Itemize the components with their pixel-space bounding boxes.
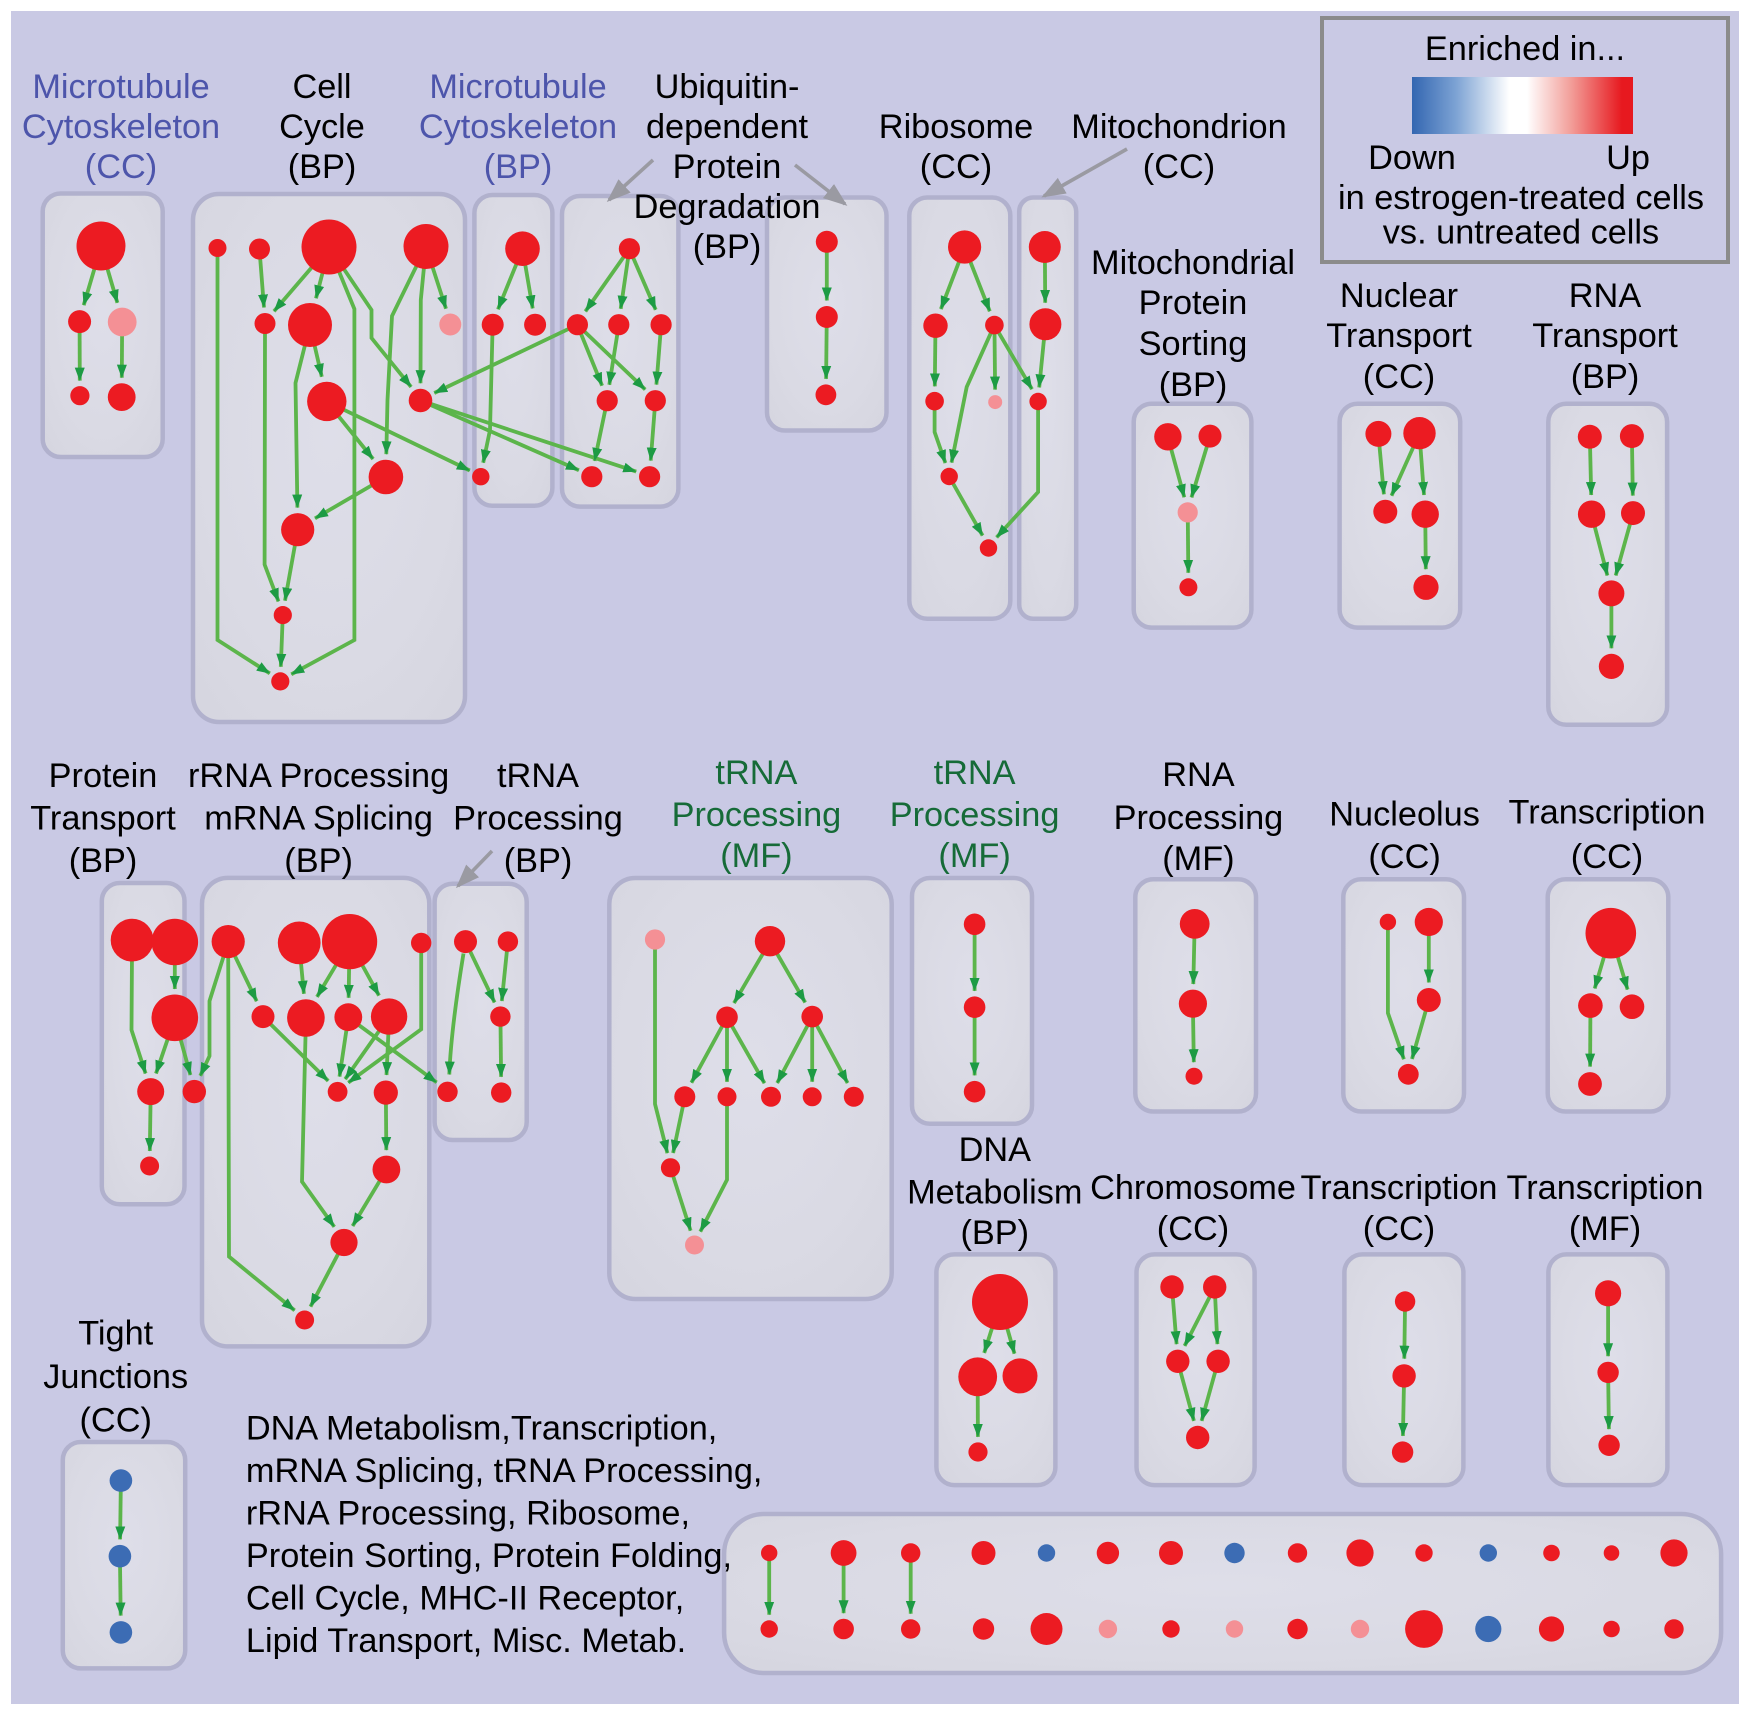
svg-text:Microtubule: Microtubule	[32, 68, 209, 106]
svg-text:(BP): (BP)	[288, 148, 357, 186]
svg-text:(MF): (MF)	[1162, 840, 1234, 878]
svg-text:vs. untreated cells: vs. untreated cells	[1383, 214, 1659, 252]
svg-text:(BP): (BP)	[69, 842, 138, 880]
svg-text:(BP): (BP)	[1571, 358, 1640, 396]
svg-text:Chromosome: Chromosome	[1090, 1169, 1296, 1207]
svg-text:Enriched in...: Enriched in...	[1425, 30, 1625, 68]
svg-text:Lipid Transport, Misc. Metab.: Lipid Transport, Misc. Metab.	[246, 1622, 686, 1660]
svg-text:Nucleolus: Nucleolus	[1329, 795, 1480, 833]
svg-text:Mitochondrion: Mitochondrion	[1071, 108, 1286, 146]
svg-text:Tight: Tight	[78, 1314, 153, 1352]
svg-text:(CC): (CC)	[1571, 838, 1643, 876]
svg-text:Cytoskeleton: Cytoskeleton	[22, 108, 220, 146]
svg-text:(MF): (MF)	[720, 837, 792, 875]
svg-text:Degradation: Degradation	[634, 188, 821, 226]
svg-text:(CC): (CC)	[85, 148, 157, 186]
svg-text:tRNA: tRNA	[934, 754, 1016, 792]
svg-text:DNA: DNA	[959, 1131, 1032, 1169]
svg-text:(BP): (BP)	[284, 842, 353, 880]
svg-text:RNA: RNA	[1162, 756, 1235, 794]
svg-text:Transcription: Transcription	[1507, 1169, 1704, 1207]
svg-text:(MF): (MF)	[938, 837, 1010, 875]
svg-text:Protein: Protein	[673, 148, 782, 186]
svg-text:(BP): (BP)	[693, 228, 762, 266]
svg-text:mRNA Splicing: mRNA Splicing	[204, 800, 433, 838]
svg-text:in estrogen-treated cells: in estrogen-treated cells	[1338, 179, 1704, 217]
svg-text:(BP): (BP)	[961, 1214, 1030, 1252]
svg-text:(CC): (CC)	[1368, 838, 1440, 876]
svg-text:Junctions: Junctions	[43, 1358, 188, 1396]
svg-text:Transcription: Transcription	[1509, 794, 1706, 832]
svg-text:Transport: Transport	[1532, 317, 1678, 355]
svg-text:Sorting: Sorting	[1139, 325, 1248, 363]
svg-text:Transport: Transport	[30, 800, 176, 838]
svg-text:(CC): (CC)	[1157, 1210, 1229, 1248]
svg-text:dependent: dependent	[646, 108, 809, 146]
svg-text:(BP): (BP)	[504, 842, 573, 880]
svg-text:tRNA: tRNA	[497, 757, 579, 795]
svg-text:Cell Cycle, MHC-II Receptor,: Cell Cycle, MHC-II Receptor,	[246, 1580, 684, 1618]
svg-text:(CC): (CC)	[80, 1402, 152, 1440]
svg-text:Transport: Transport	[1326, 317, 1472, 355]
svg-text:Processing: Processing	[1114, 799, 1284, 837]
svg-text:Cytoskeleton: Cytoskeleton	[419, 108, 617, 146]
svg-text:mRNA Splicing, tRNA Processing: mRNA Splicing, tRNA Processing,	[246, 1452, 763, 1490]
svg-text:(CC): (CC)	[920, 148, 992, 186]
svg-text:Down: Down	[1368, 139, 1456, 177]
svg-text:Cycle: Cycle	[279, 108, 365, 146]
svg-text:(BP): (BP)	[484, 148, 553, 186]
svg-text:Mitochondrial: Mitochondrial	[1091, 244, 1295, 282]
svg-text:Processing: Processing	[890, 796, 1060, 834]
svg-text:Protein Sorting, Protein Foldi: Protein Sorting, Protein Folding,	[246, 1537, 732, 1575]
svg-text:Metabolism: Metabolism	[907, 1173, 1082, 1211]
svg-text:Transcription: Transcription	[1301, 1169, 1498, 1207]
svg-text:(CC): (CC)	[1363, 1210, 1435, 1248]
svg-text:Processing: Processing	[672, 796, 842, 834]
svg-text:Up: Up	[1606, 139, 1650, 177]
svg-text:(BP): (BP)	[1159, 366, 1228, 404]
svg-text:tRNA: tRNA	[715, 754, 797, 792]
svg-text:Cell: Cell	[292, 68, 351, 106]
svg-text:Microtubule: Microtubule	[429, 68, 606, 106]
svg-text:(MF): (MF)	[1569, 1210, 1641, 1248]
svg-text:Protein: Protein	[1139, 284, 1248, 322]
svg-text:RNA: RNA	[1569, 277, 1642, 315]
svg-text:Nuclear: Nuclear	[1340, 277, 1458, 315]
svg-text:rRNA Processing, Ribosome,: rRNA Processing, Ribosome,	[246, 1495, 690, 1533]
svg-text:DNA Metabolism,Transcription,: DNA Metabolism,Transcription,	[246, 1410, 717, 1448]
svg-text:rRNA Processing: rRNA Processing	[188, 757, 449, 795]
svg-text:Processing: Processing	[453, 800, 623, 838]
svg-text:(CC): (CC)	[1363, 358, 1435, 396]
svg-text:Ubiquitin-: Ubiquitin-	[655, 68, 800, 106]
svg-text:(CC): (CC)	[1143, 148, 1215, 186]
svg-text:Protein: Protein	[49, 757, 158, 795]
svg-text:Ribosome: Ribosome	[879, 108, 1033, 146]
